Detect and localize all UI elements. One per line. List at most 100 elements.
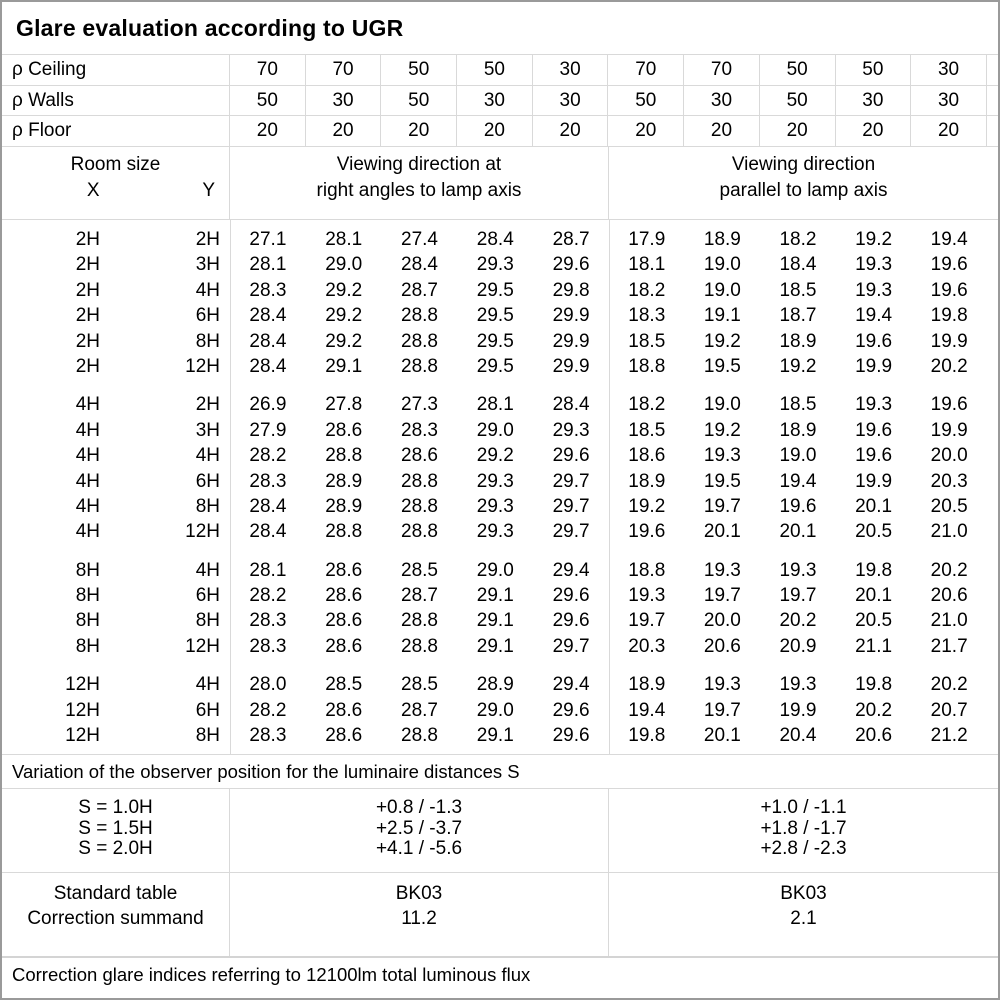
- ugr-value-cell: 28.0: [249, 674, 287, 696]
- ugr-values-area: 2H 2H 27.1 28.1 27.4 28.4 28.7 17.9 18.9 18.2 19.2…: [2, 220, 998, 755]
- ugr-value-cell: 28.1: [249, 559, 287, 581]
- ugr-value-cell: 19.0: [703, 394, 741, 416]
- ugr-value-cell: 28.6: [325, 699, 363, 721]
- room-size-x-cell: 2H: [75, 305, 100, 327]
- ugr-value-cell: 18.4: [779, 254, 817, 276]
- reflectance-value-cell: 30: [533, 55, 609, 85]
- ugr-row: 4H 2H 26.9 27.8 27.3 28.1 28.4 18.2 19.0 18.5 19.3…: [2, 392, 998, 417]
- ugr-value-cell: 19.7: [628, 610, 666, 632]
- room-size-x-cell: 4H: [75, 495, 100, 517]
- ugr-value-cell: 18.1: [628, 254, 666, 276]
- ugr-value-cell: 19.6: [855, 419, 893, 441]
- reflectance-value-cell: 30: [911, 86, 987, 115]
- room-size-label: Room size: [70, 154, 161, 175]
- ugr-value-cell: 21.0: [930, 521, 968, 543]
- ugr-row: 8H 8H 28.3 28.6 28.8 29.1 29.6 19.7 20.0 20.2 20.5…: [2, 608, 998, 633]
- room-size-y-cell: 6H: [195, 470, 220, 492]
- ugr-value-cell: 28.3: [401, 419, 438, 441]
- ugr-value-cell: 19.2: [779, 355, 817, 377]
- ugr-value-cell: 19.3: [703, 674, 741, 696]
- room-size-y-cell: 6H: [195, 699, 220, 721]
- reflectance-row: ρ Ceiling 70 70 50 50 30 70 70 50 50 30: [2, 55, 998, 86]
- ugr-value-cell: 21.2: [930, 725, 968, 747]
- reflectance-value-cell: 50: [608, 86, 685, 115]
- ugr-value-cell: 20.6: [703, 635, 741, 657]
- room-size-x-cell: 2H: [75, 254, 100, 276]
- ugr-value-cell: 28.8: [401, 305, 438, 327]
- ugr-value-cell: 19.3: [628, 585, 666, 607]
- ugr-value-cell: 20.5: [855, 610, 893, 632]
- reflectance-row-label: ρ Floor: [2, 116, 230, 146]
- ugr-row: 2H 4H 28.3 29.2 28.7 29.5 29.8 18.2 19.0 18.5 19.3…: [2, 278, 998, 303]
- ugr-value-cell: 18.5: [628, 330, 666, 352]
- summary-label: Correction summand: [27, 908, 204, 929]
- ugr-value-cell: 20.2: [930, 559, 968, 581]
- ugr-value-cell: 28.1: [249, 254, 287, 276]
- ugr-row: 4H 3H 27.9 28.6 28.3 29.0 29.3 18.5 19.2 18.9 19.6…: [2, 418, 998, 443]
- ugr-value-cell: 28.8: [325, 445, 363, 467]
- ugr-value-cell: 20.4: [779, 725, 817, 747]
- room-size-header: Room size X Y: [2, 147, 230, 219]
- room-size-x-cell: 2H: [75, 229, 100, 250]
- ugr-value-cell: 29.3: [476, 495, 514, 517]
- ugr-value-cell: 28.7: [401, 585, 438, 607]
- ugr-value-cell: 29.6: [552, 725, 590, 747]
- reflectance-value-cell: 70: [608, 55, 685, 85]
- ugr-value-cell: 28.7: [401, 279, 438, 301]
- ugr-value-cell: 26.9: [249, 394, 287, 416]
- summary-perpendicular-values: BK03 11.2: [230, 873, 609, 956]
- x-column-header: X: [86, 180, 100, 201]
- room-size-y-cell: 8H: [195, 330, 220, 352]
- ugr-value-cell: 19.3: [779, 559, 817, 581]
- summary-band: Standard table Correction summand BK03 11.…: [2, 873, 998, 958]
- ugr-value-cell: 19.7: [703, 585, 741, 607]
- ugr-value-cell: 28.5: [325, 674, 363, 696]
- room-size-y-cell: 4H: [195, 279, 220, 301]
- ugr-value-cell: 20.1: [779, 521, 817, 543]
- room-size-y-cell: 6H: [195, 585, 220, 607]
- ugr-value-cell: 18.5: [628, 419, 666, 441]
- ugr-value-cell: 29.5: [476, 355, 514, 377]
- ugr-value-cell: 19.7: [703, 495, 741, 517]
- reflectance-value-cell: 30: [684, 86, 760, 115]
- room-size-y-cell: 4H: [195, 445, 220, 467]
- ugr-value-cell: 28.7: [552, 229, 590, 250]
- room-size-x-cell: 8H: [75, 585, 100, 607]
- column-header-band: Room size X Y Viewing direction at right…: [2, 147, 998, 220]
- ugr-value-cell: 20.1: [703, 521, 741, 543]
- ugr-value-cell: 29.8: [552, 279, 590, 301]
- ugr-value-cell: 18.3: [628, 305, 666, 327]
- room-size-x-cell: 4H: [75, 521, 100, 543]
- room-size-y-cell: 8H: [195, 725, 220, 747]
- room-size-x-cell: 12H: [65, 674, 100, 696]
- ugr-value-cell: 28.8: [401, 470, 438, 492]
- ugr-value-cell: 20.2: [930, 674, 968, 696]
- ugr-value-cell: 28.6: [325, 585, 363, 607]
- ugr-value-cell: 28.8: [401, 521, 438, 543]
- perpendicular-header-line2: right angles to lamp axis: [316, 180, 522, 201]
- room-size-y-cell: 3H: [195, 419, 220, 441]
- ugr-value-cell: 19.7: [779, 585, 817, 607]
- ugr-value-cell: 19.2: [703, 330, 741, 352]
- s-parallel-value: +1.0 / -1.1: [760, 797, 847, 818]
- ugr-value-cell: 28.7: [401, 699, 438, 721]
- ugr-value-cell: 18.5: [779, 394, 817, 416]
- xy-header-row: X Y: [2, 178, 229, 204]
- observer-variation-band: S = 1.0H S = 1.5H S = 2.0H +0.8 / -1.3 +2.5…: [2, 789, 998, 873]
- ugr-value-cell: 19.0: [703, 254, 741, 276]
- ugr-value-cell: 18.9: [628, 674, 666, 696]
- ugr-value-cell: 29.1: [476, 635, 514, 657]
- ugr-value-cell: 18.9: [779, 330, 817, 352]
- ugr-value-cell: 29.0: [325, 254, 363, 276]
- ugr-value-cell: 28.4: [249, 521, 287, 543]
- ugr-value-cell: 19.9: [855, 470, 893, 492]
- ugr-value-cell: 28.8: [401, 725, 438, 747]
- ugr-value-cell: 19.6: [855, 445, 893, 467]
- s-distance-label: S = 1.5H: [78, 817, 153, 839]
- ugr-value-cell: 18.9: [628, 470, 666, 492]
- reflectance-value-cell: 20: [306, 116, 382, 146]
- ugr-value-cell: 29.3: [476, 521, 514, 543]
- summary-label: Standard table: [53, 883, 178, 904]
- ugr-value-cell: 29.6: [552, 254, 590, 276]
- ugr-value-cell: 27.8: [325, 394, 363, 416]
